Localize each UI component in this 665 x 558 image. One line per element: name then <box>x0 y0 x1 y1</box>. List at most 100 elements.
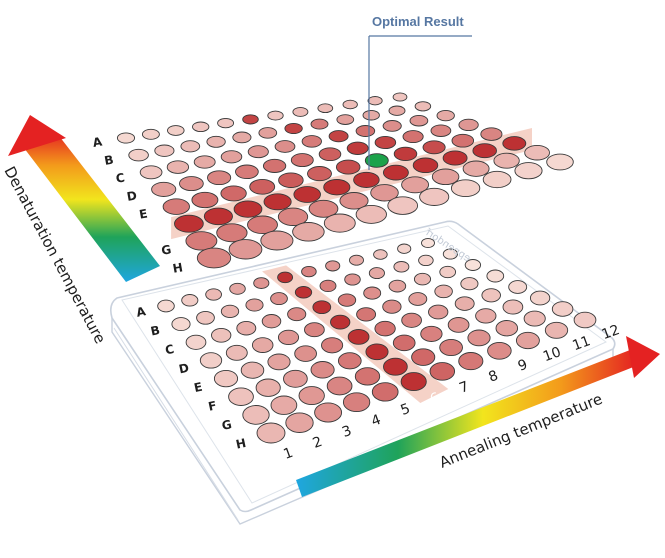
top-well-D1 <box>151 181 177 197</box>
top-well-A1 <box>116 132 136 144</box>
bottom-well-F2 <box>255 378 281 397</box>
top-row-label-C: C <box>115 171 126 186</box>
top-well-F10 <box>442 150 468 166</box>
bottom-well-D2 <box>225 344 248 361</box>
top-well-A12 <box>392 92 408 102</box>
bottom-well-B6 <box>294 286 313 299</box>
top-well-B2 <box>154 144 175 157</box>
top-well-H4 <box>292 222 325 242</box>
bottom-well-A2 <box>181 294 199 307</box>
top-well-C12 <box>436 109 455 122</box>
top-well-C7 <box>301 135 322 148</box>
top-well-E6 <box>307 166 332 182</box>
top-well-A11 <box>367 96 383 106</box>
bottom-well-D4 <box>277 329 300 346</box>
bottom-well-G2 <box>270 395 298 415</box>
bottom-well-A5 <box>253 277 270 289</box>
top-well-C1 <box>139 165 163 180</box>
top-well-F9 <box>412 157 439 174</box>
bottom-well-F1 <box>228 387 254 406</box>
top-well-H1 <box>196 247 232 269</box>
bottom-well-H9 <box>487 341 512 360</box>
bottom-well-A8 <box>325 260 341 272</box>
top-well-C11 <box>409 114 429 127</box>
top-well-G10 <box>462 160 490 177</box>
top-well-F7 <box>353 171 380 188</box>
bottom-well-H3 <box>314 402 343 423</box>
top-well-G4 <box>277 207 309 226</box>
bottom-well-B5 <box>270 292 288 306</box>
top-well-B7 <box>284 122 303 135</box>
top-well-A7 <box>267 110 284 121</box>
top-well-B11 <box>388 105 406 116</box>
top-row-label-F: F <box>150 224 161 239</box>
top-well-F2 <box>203 207 233 226</box>
top-well-A10 <box>342 99 358 110</box>
annealing-gradient-bar <box>296 350 636 497</box>
bottom-well-G5 <box>354 367 381 386</box>
bottom-well-C8 <box>363 286 382 300</box>
top-well-F5 <box>293 186 321 203</box>
bottom-well-B12 <box>442 248 458 260</box>
bottom-well-H7 <box>429 362 456 381</box>
top-well-E12 <box>480 127 503 141</box>
bottom-well-A9 <box>349 254 364 266</box>
bottom-well-D11 <box>460 277 479 291</box>
bottom-well-G8 <box>439 338 463 357</box>
top-row-label-A: A <box>92 134 104 150</box>
top-well-E7 <box>335 159 361 175</box>
bottom-well-H6 <box>400 372 427 392</box>
bottom-well-D10 <box>434 284 453 299</box>
bottom-well-E9 <box>428 304 449 320</box>
bottom-well-B2 <box>196 310 215 325</box>
bottom-well-H8 <box>458 352 484 371</box>
bottom-well-B10 <box>393 261 410 273</box>
bottom-well-F5 <box>337 352 362 370</box>
bottom-well-E7 <box>374 320 396 337</box>
bottom-well-B9 <box>368 267 385 280</box>
top-well-B1 <box>128 148 149 162</box>
bottom-well-E3 <box>267 353 291 371</box>
bottom-well-C6 <box>312 300 332 315</box>
bottom-well-G6 <box>383 357 408 376</box>
top-well-C2 <box>166 160 190 174</box>
bottom-well-G9 <box>467 329 491 347</box>
bottom-well-G11 <box>523 310 546 327</box>
bottom-well-A7 <box>301 265 317 278</box>
top-well-H7 <box>387 196 419 215</box>
top-well-B6 <box>258 127 278 139</box>
top-well-C5 <box>247 145 269 159</box>
bottom-column-label-10: 10 <box>541 344 563 365</box>
top-row-label-G: G <box>160 242 172 257</box>
bottom-well-E4 <box>294 345 317 362</box>
bottom-well-E10 <box>454 296 475 311</box>
bottom-well-H5 <box>371 382 399 402</box>
top-well-D3 <box>207 170 232 186</box>
bottom-well-D8 <box>382 299 402 314</box>
top-well-H6 <box>355 204 387 224</box>
top-well-D2 <box>179 176 204 192</box>
bottom-well-H11 <box>544 321 569 339</box>
bottom-well-E2 <box>240 361 265 379</box>
annealing-arrow-head <box>626 336 660 378</box>
bottom-well-E1 <box>213 369 239 388</box>
top-well-C4 <box>220 150 243 164</box>
bottom-well-B8 <box>344 273 361 286</box>
bottom-well-F4 <box>310 361 335 379</box>
top-well-D10 <box>402 130 424 144</box>
top-well-H9 <box>450 179 481 198</box>
optimal-callout: Optimal Result <box>368 14 472 170</box>
top-well-C10 <box>382 120 402 132</box>
top-well-C9 <box>355 125 376 137</box>
top-well-F3 <box>233 200 263 218</box>
top-well-D11 <box>430 124 452 137</box>
top-well-A8 <box>292 106 309 117</box>
bottom-well-H12 <box>573 311 597 329</box>
bottom-well-A1 <box>157 299 175 313</box>
top-well-B5 <box>232 131 252 144</box>
top-row-label-E: E <box>138 206 149 221</box>
top-well-A5 <box>217 117 235 129</box>
bottom-well-C2 <box>211 327 232 343</box>
